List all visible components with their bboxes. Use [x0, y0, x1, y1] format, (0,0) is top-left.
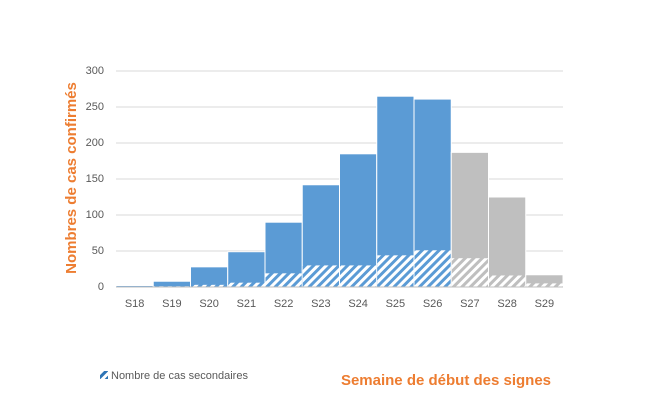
x-tick-label: S29 — [535, 298, 555, 310]
bar — [152, 280, 191, 288]
legend-swatch — [100, 371, 108, 379]
hatched-bar — [340, 265, 377, 287]
x-tick-label: S25 — [386, 298, 406, 310]
x-tick-label: S19 — [162, 298, 182, 310]
hatched-bar — [526, 283, 563, 287]
x-tick-label: S28 — [497, 298, 517, 310]
bar — [190, 266, 229, 288]
y-tick-label: 300 — [86, 65, 104, 77]
y-tick-label: 250 — [86, 101, 104, 113]
x-tick-label: S21 — [237, 298, 257, 310]
hatched-bar — [414, 250, 451, 287]
legend-label: Nombre de cas secondaires — [111, 370, 248, 382]
hatched-bar — [489, 275, 526, 287]
x-tick-label: S23 — [311, 298, 331, 310]
hatched-bar — [191, 284, 228, 287]
y-tick-label: 0 — [98, 281, 104, 293]
x-tick-label: S22 — [274, 298, 294, 310]
x-tick-label: S20 — [199, 298, 219, 310]
x-axis-title: Semaine de début des signes — [341, 372, 551, 389]
x-tick-label: S24 — [348, 298, 368, 310]
x-tick-label: S18 — [125, 298, 145, 310]
bar — [376, 95, 415, 288]
hatched-bar — [377, 255, 414, 287]
x-tick-label: S27 — [460, 298, 480, 310]
y-tick-label: 100 — [86, 209, 104, 221]
hatched-bar — [265, 273, 302, 287]
y-tick-label: 150 — [86, 173, 104, 185]
hatched-bar — [228, 282, 265, 287]
y-tick-label: 200 — [86, 137, 104, 149]
y-tick-label: 50 — [92, 245, 104, 257]
hatched-bar — [302, 265, 339, 287]
x-tick-label: S26 — [423, 298, 443, 310]
bar — [488, 196, 527, 288]
y-axis-title: Nombres de cas confirmés — [63, 82, 80, 274]
bar — [227, 251, 266, 288]
hatched-bar — [451, 258, 488, 287]
